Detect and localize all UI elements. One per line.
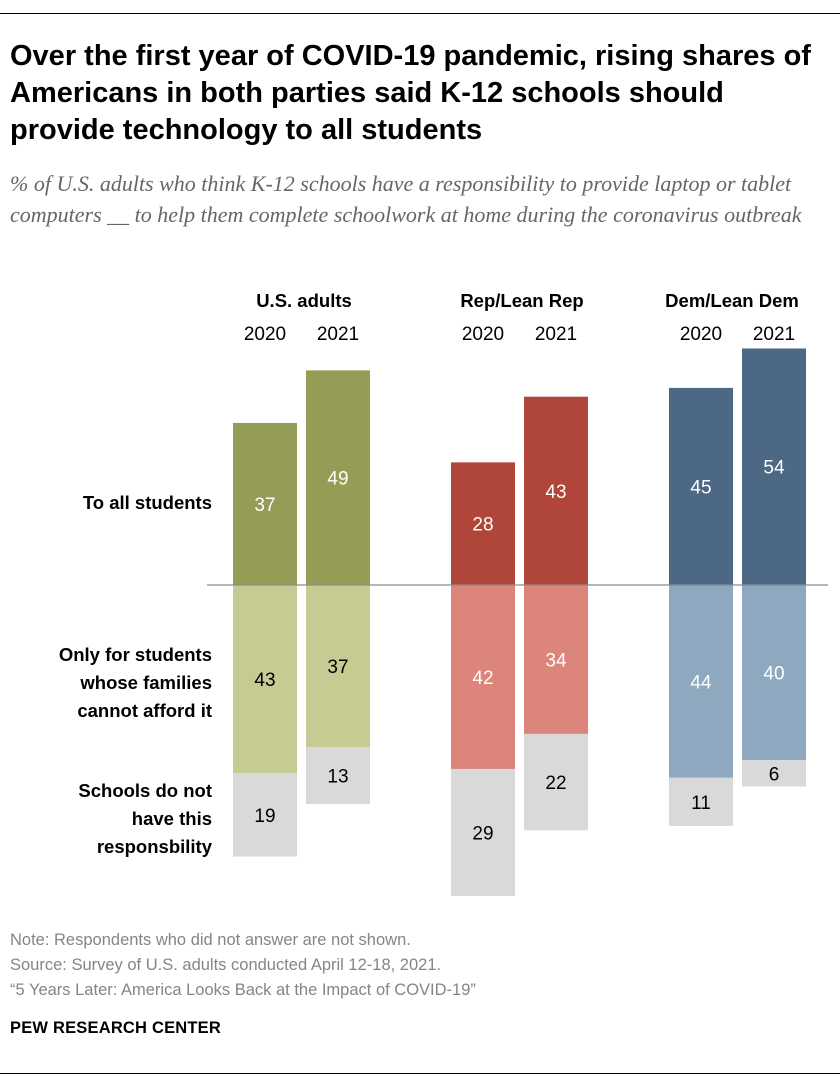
- bar-all-students-1-1: [524, 396, 588, 585]
- value-label-all-students-0-1: 49: [327, 469, 348, 490]
- value-label-all-students-2-0: 45: [690, 477, 711, 498]
- top-rule: [0, 13, 840, 14]
- row-label-1-2: cannot afford it: [77, 700, 212, 721]
- bar-no-responsibility-1-0: [451, 768, 515, 896]
- value-label-cannot-afford-2-1: 40: [763, 664, 784, 685]
- chart-subtitle: % of U.S. adults who think K-12 schools …: [10, 171, 802, 227]
- brand-logo-text: PEW RESEARCH CENTER: [10, 1019, 221, 1037]
- report-text: “5 Years Later: America Looks Back at th…: [10, 981, 476, 999]
- year-label-2-1: 2021: [753, 324, 795, 345]
- year-label-2-0: 2020: [680, 324, 722, 345]
- value-label-cannot-afford-0-0: 43: [254, 670, 275, 691]
- bar-no-responsibility-0-0: [233, 773, 297, 857]
- bar-cannot-afford-0-0: [233, 585, 297, 774]
- bar-no-responsibility-0-1: [306, 747, 370, 804]
- bar-cannot-afford-2-1: [742, 585, 806, 761]
- value-label-all-students-1-1: 43: [545, 482, 566, 503]
- value-label-cannot-afford-0-1: 37: [327, 657, 348, 678]
- row-label-1-0: Only for students: [59, 644, 212, 665]
- value-label-no-responsibility-2-1: 6: [769, 764, 780, 785]
- row-label-0-0: To all students: [83, 492, 212, 513]
- value-label-cannot-afford-1-0: 42: [472, 668, 493, 689]
- bar-all-students-0-0: [233, 422, 297, 585]
- row-label-2-2: responsbility: [97, 836, 213, 857]
- year-label-1-0: 2020: [462, 324, 504, 345]
- year-label-0-0: 2020: [244, 324, 286, 345]
- value-label-no-responsibility-1-1: 22: [545, 773, 566, 794]
- bar-no-responsibility-2-0: [669, 777, 733, 826]
- bar-all-students-0-1: [306, 370, 370, 585]
- bar-cannot-afford-1-1: [524, 585, 588, 734]
- value-label-no-responsibility-1-0: 29: [472, 823, 493, 844]
- bar-cannot-afford-2-0: [669, 585, 733, 778]
- year-label-0-1: 2021: [317, 324, 359, 345]
- group-header-2: Dem/Lean Dem: [665, 290, 799, 311]
- row-label-1-1: whose families: [79, 672, 212, 693]
- value-label-cannot-afford-2-0: 44: [690, 672, 712, 693]
- bar-all-students-2-0: [669, 387, 733, 585]
- value-label-all-students-0-0: 37: [254, 495, 275, 516]
- diverging-bar-chart: U.S. adults 2020 37 43 19 2021 49 37 13 Rep/Lean …: [59, 290, 828, 896]
- value-label-no-responsibility-2-0: 11: [691, 793, 711, 814]
- row-label-2-1: have this: [132, 808, 212, 829]
- bar-all-students-2-1: [742, 348, 806, 585]
- bar-no-responsibility-2-1: [742, 760, 806, 787]
- value-label-all-students-1-0: 28: [472, 515, 493, 536]
- note-text: Note: Respondents who did not answer are…: [10, 931, 411, 949]
- year-label-1-1: 2021: [535, 324, 577, 345]
- group-header-1: Rep/Lean Rep: [460, 290, 583, 311]
- bar-all-students-1-0: [451, 462, 515, 585]
- value-label-no-responsibility-0-0: 19: [254, 806, 275, 827]
- source-text: Source: Survey of U.S. adults conducted …: [10, 956, 442, 974]
- chart-footer: Note: Respondents who did not answer are…: [10, 928, 810, 1003]
- row-label-2-0: Schools do not: [78, 780, 212, 801]
- bar-cannot-afford-0-1: [306, 585, 370, 748]
- bar-cannot-afford-1-0: [451, 585, 515, 769]
- value-label-no-responsibility-0-1: 13: [327, 767, 348, 788]
- value-label-cannot-afford-1-1: 34: [545, 650, 567, 671]
- bar-no-responsibility-1-1: [524, 733, 588, 831]
- value-label-all-students-2-1: 54: [763, 458, 785, 479]
- chart-title: Over the first year of COVID-19 pandemic…: [10, 40, 811, 146]
- bottom-rule: [0, 1073, 840, 1074]
- group-header-0: U.S. adults: [256, 290, 352, 311]
